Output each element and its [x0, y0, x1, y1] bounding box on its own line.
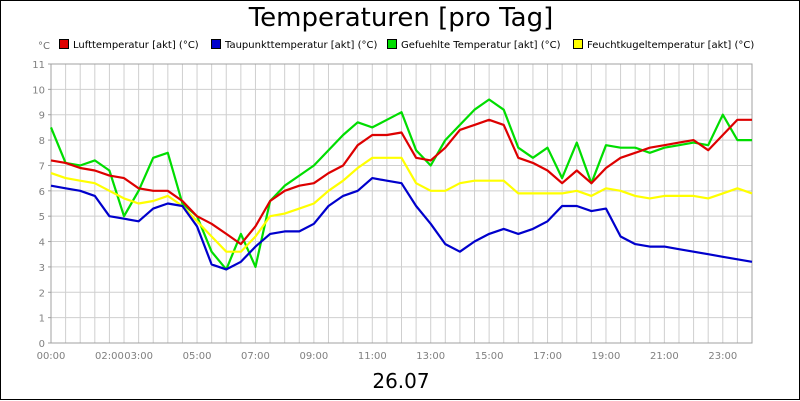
y-tick-label: 6 — [39, 187, 45, 198]
y-tick-label: 7 — [39, 161, 45, 172]
legend-swatch-lufttemperatur — [59, 39, 69, 49]
legend-label-taupunkttemperatur: Taupunkttemperatur [akt] (°C) — [225, 40, 378, 51]
y-tick-label: 11 — [32, 60, 45, 71]
x-tick-label: 09:00 — [299, 351, 328, 362]
y-tick-label: 4 — [39, 238, 45, 249]
legend-swatch-taupunkttemperatur — [211, 39, 221, 49]
legend-item-feuchtkugeltemperatur: Feuchtkugeltemperatur [akt] (°C) — [573, 39, 754, 51]
legend-item-gefuehlte-temperatur: Gefuehlte Temperatur [akt] (°C) — [387, 39, 560, 51]
y-tick-label: 0 — [39, 339, 45, 350]
y-tick-label: 2 — [39, 288, 45, 299]
x-tick-label: 15:00 — [475, 351, 504, 362]
series-line-lufttemperatur — [50, 118, 752, 246]
series-line-feuchtkugeltemperatur — [50, 156, 753, 253]
chart-title: Temperaturen [pro Tag] — [248, 3, 554, 33]
x-tick-label: 05:00 — [183, 351, 212, 362]
x-tick-label: 02:00 — [95, 351, 124, 362]
x-tick-label: 19:00 — [592, 351, 621, 362]
y-tick-label: 5 — [39, 212, 45, 223]
x-tick-label: 03:00 — [124, 351, 153, 362]
x-tick-label: 13:00 — [416, 351, 445, 362]
legend-label-feuchtkugeltemperatur: Feuchtkugeltemperatur [akt] (°C) — [587, 40, 755, 51]
x-tick-label: 17:00 — [533, 351, 562, 362]
legend-label-lufttemperatur: Lufttemperatur [akt] (°C) — [73, 40, 199, 51]
date-label: 26.07 — [372, 369, 430, 393]
legend-label-gefuehlte-temperatur: Gefuehlte Temperatur [akt] (°C) — [401, 40, 561, 51]
y-tick-label: 3 — [39, 263, 45, 274]
x-tick-label: 00:00 — [37, 351, 66, 362]
x-tick-label: 11:00 — [358, 351, 387, 362]
series-line-gefuehlte-temperatur — [49, 98, 752, 271]
y-tick-label: 1 — [39, 314, 45, 325]
legend-swatch-gefuehlte-temperatur — [387, 39, 397, 49]
series-line-taupunkttemperatur — [50, 177, 753, 271]
legend-item-lufttemperatur: Lufttemperatur [akt] (°C) — [59, 39, 199, 51]
y-tick-label: 9 — [39, 111, 45, 122]
legend-swatch-feuchtkugeltemperatur — [573, 39, 583, 49]
plot-border — [50, 63, 753, 344]
y-tick-label: 8 — [39, 136, 45, 147]
legend-item-taupunkttemperatur: Taupunkttemperatur [akt] (°C) — [211, 39, 377, 51]
x-tick-label: 21:00 — [650, 351, 679, 362]
x-tick-label: 23:00 — [708, 351, 737, 362]
x-tick-label: 07:00 — [241, 351, 270, 362]
y-tick-label: 10 — [32, 85, 45, 96]
y-axis-unit-label: °C — [38, 41, 50, 52]
